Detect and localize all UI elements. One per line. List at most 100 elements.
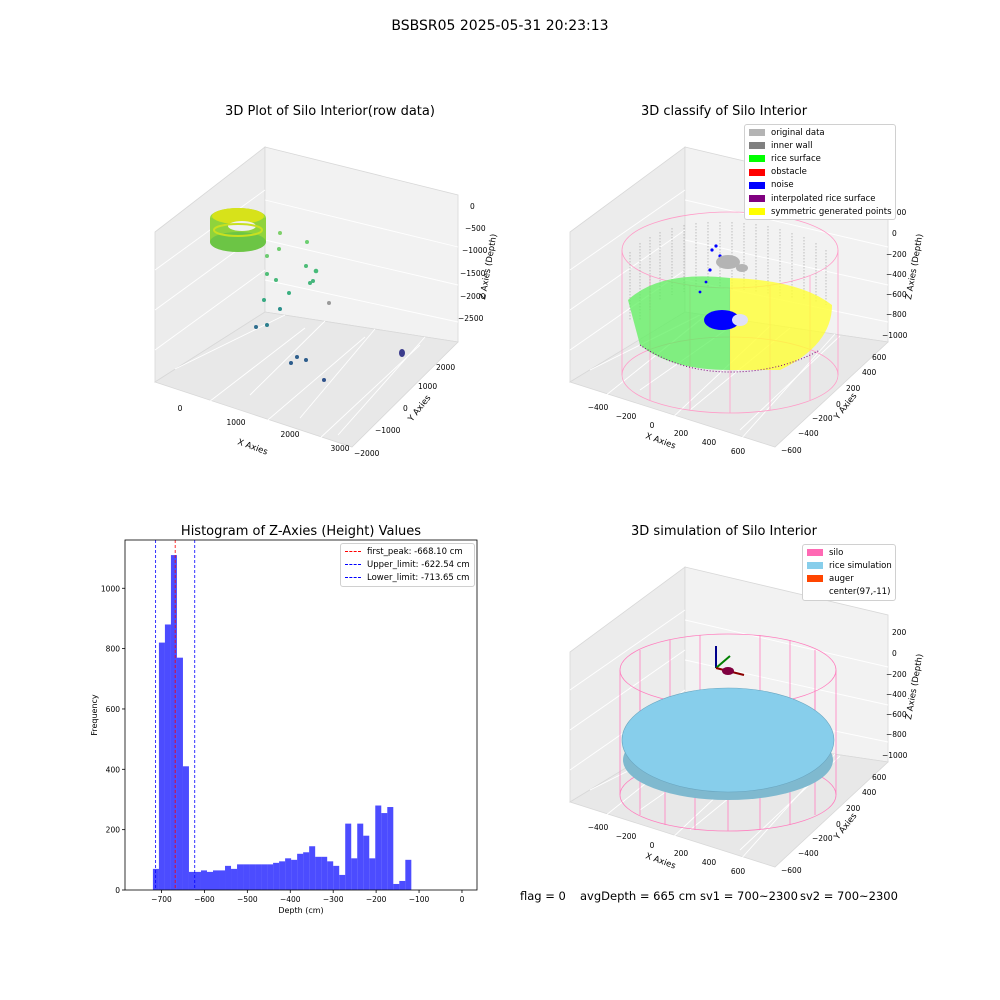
legend-swatch <box>807 549 823 557</box>
legend-item-center: center(97,-11) <box>803 586 895 599</box>
x-tick-label: −500 <box>237 895 258 904</box>
y-tick-label: 0 <box>115 886 120 895</box>
raw-ztick: −1000 <box>462 246 488 255</box>
legend-swatch <box>807 588 823 596</box>
footer-sv2: sv2 = 700~2300 <box>800 889 898 903</box>
histogram-bar <box>182 766 189 890</box>
histogram-bar <box>405 859 412 890</box>
legend-line <box>345 551 361 553</box>
classify-ztick: 200 <box>892 208 907 217</box>
sim-xtick: 400 <box>702 858 717 867</box>
raw-scan-cluster <box>210 208 266 252</box>
histogram-bar <box>351 858 358 890</box>
sim-ztick: 200 <box>892 628 907 637</box>
histogram-bar <box>363 835 370 890</box>
raw-xtick: 2000 <box>280 430 299 439</box>
sim-xlabel: X Axies <box>644 851 677 871</box>
sim-ytick: 600 <box>872 773 887 782</box>
classify-rice-surface <box>628 276 832 373</box>
histogram-bar <box>393 883 400 890</box>
legend-line <box>345 564 361 566</box>
classify-xtick: 0 <box>650 421 655 430</box>
sim-ytick: 200 <box>846 804 861 813</box>
footer-sv1: sv1 = 700~2300 <box>700 889 798 903</box>
histogram-title: Histogram of Z-Axies (Height) Values <box>180 524 422 539</box>
classify-noise <box>698 244 740 330</box>
raw-plot-title: 3D Plot of Silo Interior(row data) <box>225 104 435 119</box>
classify-center-patch <box>732 314 748 326</box>
histogram-bar <box>327 861 334 890</box>
sim-ztick: −1000 <box>882 751 908 760</box>
classify-plot-title: 3D classify of Silo Interior <box>640 104 808 119</box>
histogram-bar <box>249 864 256 890</box>
histogram-bar <box>255 864 262 890</box>
classify-ztick: −1000 <box>882 331 908 340</box>
histogram-frame <box>124 539 478 891</box>
sim-xtick: −400 <box>588 823 609 832</box>
classify-ytick: 200 <box>846 384 861 393</box>
classify-xtick: 600 <box>731 447 746 456</box>
raw-ztick: −2000 <box>460 292 486 301</box>
raw-ztick: 0 <box>470 202 475 211</box>
histogram-bar <box>188 871 195 890</box>
histogram-ylabel: Frequency <box>90 694 99 736</box>
histogram-bar <box>375 805 382 890</box>
sim-ztick: −800 <box>886 730 907 739</box>
sim-ztick: −400 <box>886 690 907 699</box>
histogram-xlabel: Depth (cm) <box>278 906 323 915</box>
histogram-bar <box>285 858 292 890</box>
simulation-legend: silo rice simulation auger center(97,-11… <box>802 544 896 601</box>
histogram-bar <box>345 823 352 890</box>
histogram-bar <box>339 874 346 890</box>
legend-swatch <box>807 562 823 570</box>
histogram-bar <box>303 852 310 890</box>
legend-line <box>345 577 361 579</box>
histogram-bar <box>200 870 207 890</box>
raw-ytick: 1000 <box>418 382 437 391</box>
legend-swatch <box>807 575 823 583</box>
y-tick-label: 200 <box>106 826 121 835</box>
x-tick-label: −700 <box>151 895 172 904</box>
legend-item-silo: silo <box>803 546 895 559</box>
histogram-bar <box>231 868 238 890</box>
histogram-bar <box>381 813 388 890</box>
legend-swatch <box>749 195 765 203</box>
legend-swatch <box>749 208 765 216</box>
legend-swatch <box>749 168 765 176</box>
x-tick-label: 0 <box>460 895 465 904</box>
auger-marker <box>722 667 734 675</box>
simulation-plot-title: 3D simulation of Silo Interior <box>631 524 817 539</box>
classify-xtick: −400 <box>588 403 609 412</box>
histogram-bar <box>206 871 213 890</box>
classify-inner-wall <box>629 222 827 320</box>
legend-item-original-data: original data <box>745 126 895 139</box>
classify-ytick: −600 <box>781 446 802 455</box>
y-tick-label: 800 <box>106 645 121 654</box>
classify-xtick: 200 <box>674 429 689 438</box>
raw-ztick: −500 <box>465 224 486 233</box>
classify-ytick: 400 <box>862 368 877 377</box>
histogram-bar <box>213 870 220 890</box>
legend-swatch <box>749 155 765 163</box>
histogram-bar <box>243 864 250 890</box>
legend-item-rice-surface: rice surface <box>745 152 895 165</box>
histogram-bar <box>176 657 183 890</box>
raw-xtick: 1000 <box>226 418 245 427</box>
legend-item-rice-simulation: rice simulation <box>803 559 895 572</box>
histogram-bar <box>261 864 268 890</box>
classify-ytick: 0 <box>836 400 841 409</box>
raw-ytick: −1000 <box>375 426 401 435</box>
x-tick-label: −200 <box>366 895 387 904</box>
histogram-bar <box>357 823 364 890</box>
classify-ztick: −400 <box>886 270 907 279</box>
sim-zlabel: Z Axies (Depth) <box>904 653 925 720</box>
y-tick-label: 1000 <box>101 584 120 593</box>
legend-item-upper-limit: Upper_limit: -622.54 cm <box>341 558 474 571</box>
histogram-bar <box>291 859 298 890</box>
raw-ytick: −2000 <box>354 449 380 458</box>
raw-xtick: 0 <box>178 404 183 413</box>
histogram-bar <box>333 865 340 890</box>
raw-pane-floor <box>154 311 459 448</box>
